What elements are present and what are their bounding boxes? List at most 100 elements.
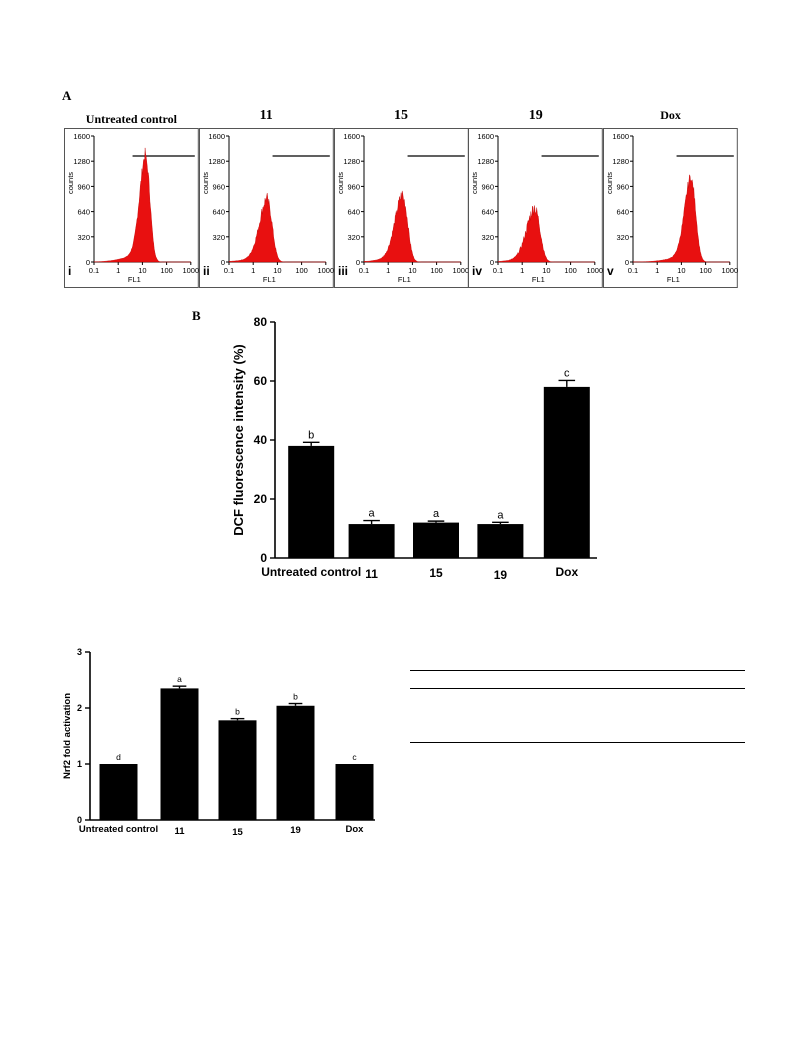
y-tick-label: 1600 bbox=[73, 132, 90, 141]
nrf2-bar-chart: 0 1 2 3 Nrf2 fold activation d Untreated contr… bbox=[62, 647, 375, 838]
category-label: Dox bbox=[346, 824, 365, 835]
x-tick-label: 0.1 bbox=[358, 266, 368, 275]
y-tick-label: 1280 bbox=[208, 157, 225, 166]
bar bbox=[288, 445, 335, 558]
category-label: 15 bbox=[429, 566, 443, 580]
y-axis-label: counts bbox=[470, 172, 479, 194]
category-label: Untreated control bbox=[79, 824, 158, 835]
y-tick-label: 960 bbox=[77, 182, 90, 191]
category-label: 19 bbox=[290, 825, 301, 836]
y-tick-label: 0 bbox=[86, 258, 90, 267]
bar bbox=[348, 524, 395, 558]
x-axis-label: FL1 bbox=[263, 275, 276, 284]
bar bbox=[543, 386, 590, 558]
x-tick-label: 1 bbox=[116, 266, 120, 275]
bar bbox=[99, 764, 138, 820]
y-tick-label: 20 bbox=[254, 492, 268, 506]
panel-roman-numeral: v bbox=[607, 264, 614, 278]
y-tick-label: 960 bbox=[212, 182, 225, 191]
y-tick-label: 640 bbox=[212, 208, 225, 217]
x-tick-label: 1 bbox=[386, 266, 390, 275]
x-axis-label: FL1 bbox=[532, 275, 545, 284]
significance-letter: a bbox=[177, 674, 182, 684]
flow-panel-title: 11 bbox=[259, 108, 273, 123]
x-tick-label: 10 bbox=[273, 266, 281, 275]
flow-panel-frame bbox=[198, 128, 334, 288]
y-axis-label: DCF fluorescence intensity (%) bbox=[231, 344, 246, 535]
y-tick-label: 0 bbox=[490, 258, 494, 267]
y-tick-label: 0 bbox=[77, 815, 82, 825]
table-header-rule bbox=[410, 688, 745, 689]
significance-letter: c bbox=[564, 367, 570, 379]
flow-panel-frame bbox=[64, 128, 199, 288]
y-tick-label: 0 bbox=[221, 258, 225, 267]
flow-panel-frame bbox=[333, 128, 469, 288]
significance-letter: a bbox=[497, 509, 504, 521]
x-tick-label: 10 bbox=[408, 266, 416, 275]
y-tick-label: 1600 bbox=[613, 132, 630, 141]
y-axis-label: counts bbox=[336, 172, 345, 194]
flow-panel-frame bbox=[603, 128, 738, 288]
flow-panel-title: Untreated control bbox=[85, 112, 177, 126]
significance-letter: c bbox=[352, 752, 357, 762]
y-axis-label: counts bbox=[66, 172, 75, 194]
x-tick-label: 10 bbox=[543, 266, 551, 275]
x-tick-label: 1000 bbox=[182, 266, 198, 275]
significance-letter: b bbox=[235, 707, 240, 717]
significance-letter: b bbox=[308, 429, 314, 441]
x-tick-label: 0.1 bbox=[224, 266, 234, 275]
x-tick-label: 10 bbox=[677, 266, 685, 275]
panel-roman-numeral: ii bbox=[203, 264, 210, 278]
x-tick-label: 1000 bbox=[452, 266, 468, 275]
flow-panel-title: 19 bbox=[528, 108, 543, 123]
flow-histogram-2: 0 320 640 960 1280 1600 0.1 1 10 100 1000 counts FL1… bbox=[198, 128, 334, 288]
bar bbox=[276, 705, 315, 820]
histogram-fill bbox=[498, 205, 596, 263]
bar bbox=[218, 720, 257, 820]
category-label: Untreated control bbox=[261, 565, 361, 579]
y-tick-label: 640 bbox=[482, 208, 495, 217]
flow-histogram-4: 0 320 640 960 1280 1600 0.1 1 10 100 1000 counts FL1… bbox=[468, 128, 604, 288]
y-tick-label: 0 bbox=[355, 258, 359, 267]
x-tick-label: 100 bbox=[295, 266, 308, 275]
y-tick-label: 1600 bbox=[478, 132, 495, 141]
x-tick-label: 100 bbox=[565, 266, 578, 275]
y-tick-label: 60 bbox=[254, 374, 268, 388]
x-tick-label: 100 bbox=[430, 266, 443, 275]
category-label: 11 bbox=[365, 567, 378, 581]
x-tick-label: 1000 bbox=[317, 266, 333, 275]
significance-letter: d bbox=[116, 752, 121, 762]
histogram-fill bbox=[363, 190, 461, 263]
table-bottom-rule bbox=[410, 742, 745, 743]
y-axis-label: counts bbox=[201, 172, 210, 194]
x-axis-label: FL1 bbox=[398, 275, 411, 284]
flow-panel-frame bbox=[468, 128, 604, 288]
y-tick-label: 320 bbox=[482, 233, 495, 242]
flow-histogram-5: 0 320 640 960 1280 1600 0.1 1 10 100 1000 counts FL1… bbox=[603, 128, 738, 288]
bar bbox=[477, 524, 524, 558]
panel-roman-numeral: iii bbox=[338, 264, 348, 278]
panel-roman-numeral: iv bbox=[472, 264, 482, 278]
histogram-fill bbox=[228, 192, 326, 263]
y-tick-label: 320 bbox=[212, 233, 225, 242]
x-tick-label: 100 bbox=[160, 266, 173, 275]
y-tick-label: 3 bbox=[77, 647, 82, 657]
y-tick-label: 640 bbox=[617, 208, 630, 217]
significance-letter: a bbox=[433, 508, 440, 520]
flow-cytometry-row: Untreated control 0 320 640 960 1280 1600 0.1 1 1… bbox=[64, 108, 738, 288]
y-tick-label: 320 bbox=[617, 233, 630, 242]
bar bbox=[413, 522, 459, 558]
category-label: 11 bbox=[174, 826, 185, 837]
panel-b-label: B bbox=[192, 308, 201, 323]
y-tick-label: 1600 bbox=[343, 132, 360, 141]
y-tick-label: 320 bbox=[77, 233, 90, 242]
flow-histogram-3: 0 320 640 960 1280 1600 0.1 1 10 100 1000 counts FL1… bbox=[333, 128, 469, 288]
y-tick-label: 1600 bbox=[208, 132, 225, 141]
x-tick-label: 1 bbox=[251, 266, 255, 275]
x-tick-label: 1 bbox=[521, 266, 525, 275]
x-tick-label: 1000 bbox=[587, 266, 603, 275]
histogram-fill bbox=[633, 174, 730, 263]
x-tick-label: 1000 bbox=[722, 266, 738, 275]
y-tick-label: 0 bbox=[625, 258, 629, 267]
x-axis-label: FL1 bbox=[128, 275, 141, 284]
